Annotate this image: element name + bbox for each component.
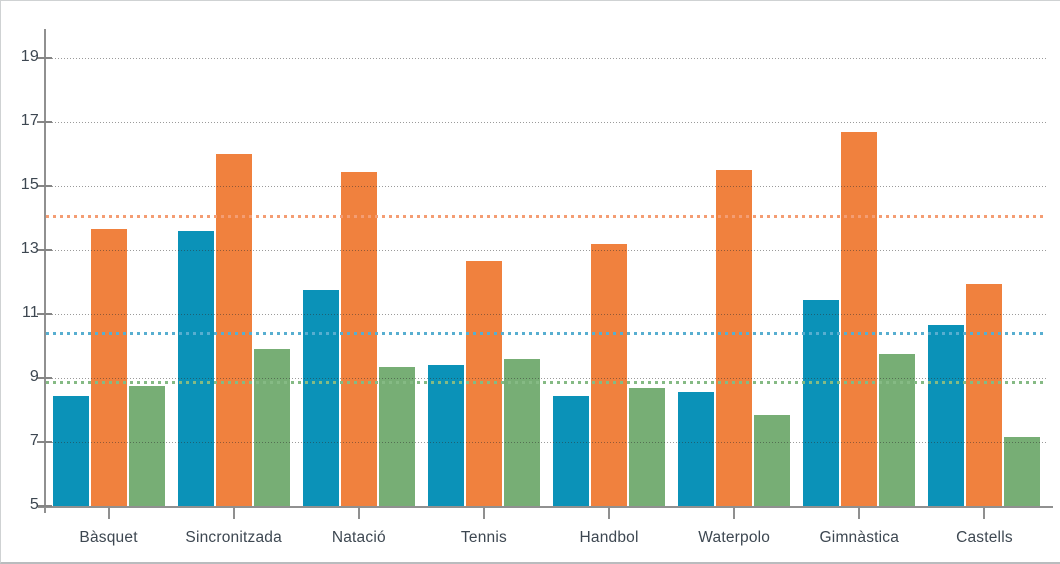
y-tick-13 <box>37 249 52 251</box>
bar-Waterpolo-green <box>754 414 791 506</box>
bar-Bàsquet-orange <box>90 229 127 506</box>
x-label-Tennis: Tennis <box>460 529 507 546</box>
y-tick-label-7: 7 <box>29 432 39 449</box>
x-tick-Castells <box>983 506 986 519</box>
y-tick-label-17: 17 <box>20 112 39 129</box>
bar-group-Sincronitzada <box>171 29 296 506</box>
gridline-7 <box>46 441 1047 443</box>
x-tick-Handbol <box>608 506 611 519</box>
y-tick-11 <box>37 313 52 315</box>
bar-Natació-blue <box>302 290 339 506</box>
bar-Bàsquet-blue <box>52 395 89 506</box>
x-tick-Bàsquet <box>107 506 110 519</box>
bar-group-Waterpolo <box>672 29 797 506</box>
y-tick-label-19: 19 <box>20 48 39 65</box>
y-tick-label-9: 9 <box>29 368 39 385</box>
bar-Natació-orange <box>340 171 377 506</box>
reference-line-blue <box>46 331 1047 335</box>
bar-Gimnàstica-green <box>879 354 916 506</box>
gridline-15 <box>46 185 1047 187</box>
bar-Bàsquet-green <box>128 386 165 506</box>
gridline-17 <box>46 121 1047 123</box>
bar-Handbol-orange <box>591 243 628 506</box>
bar-Gimnàstica-orange <box>841 131 878 506</box>
y-tick-15 <box>37 185 52 187</box>
x-label-Castells: Castells <box>956 529 1013 546</box>
bars-row <box>46 29 1047 506</box>
bar-Handbol-green <box>629 387 666 506</box>
y-tick-17 <box>37 121 52 123</box>
x-label-Natació: Natació <box>331 529 386 546</box>
gridline-11 <box>46 313 1047 315</box>
bar-Sincronitzada-orange <box>215 154 252 506</box>
x-label-Sincronitzada: Sincronitzada <box>185 529 282 546</box>
y-tick-19 <box>37 57 52 59</box>
bar-Sincronitzada-green <box>253 349 290 506</box>
bar-Waterpolo-blue <box>678 392 715 506</box>
y-tick-label-11: 11 <box>21 304 39 321</box>
bar-group-Tennis <box>421 29 546 506</box>
bar-group-Handbol <box>547 29 672 506</box>
bar-Castells-blue <box>928 325 965 506</box>
y-tick-9 <box>37 377 52 379</box>
gridline-9 <box>46 377 1047 379</box>
x-label-Handbol: Handbol <box>579 529 639 546</box>
x-labels-row: Bàsquet Sincronitzada Natació Tennis Handbol… <box>46 529 1047 549</box>
x-tick-Tennis <box>482 506 485 519</box>
gridline-13 <box>46 249 1047 251</box>
reference-line-green <box>46 381 1047 385</box>
x-label-Gimnàstica: Gimnàstica <box>819 529 900 546</box>
reference-line-orange <box>46 214 1047 218</box>
x-axis-line <box>38 506 1053 508</box>
bar-Natació-green <box>378 366 415 506</box>
x-tick-Gimnàstica <box>858 506 861 519</box>
bar-Sincronitzada-blue <box>177 230 214 506</box>
bar-group-Gimnàstica <box>797 29 922 506</box>
bar-Castells-green <box>1004 437 1041 506</box>
x-label-Bàsquet: Bàsquet <box>79 529 138 546</box>
y-tick-7 <box>37 441 52 443</box>
y-tick-5 <box>37 505 52 507</box>
x-tick-Waterpolo <box>733 506 736 519</box>
y-axis-line <box>44 29 46 513</box>
bar-Tennis-blue <box>427 365 464 506</box>
y-tick-label-5: 5 <box>29 496 39 513</box>
y-tick-label-15: 15 <box>20 176 39 193</box>
bar-Gimnàstica-blue <box>803 299 840 506</box>
x-label-Waterpolo: Waterpolo <box>698 529 771 546</box>
bar-Handbol-blue <box>553 395 590 506</box>
y-tick-label-13: 13 <box>20 240 39 257</box>
bar-Castells-orange <box>966 283 1003 506</box>
x-tick-Natació <box>357 506 360 519</box>
bar-group-Castells <box>922 29 1047 506</box>
bar-group-Bàsquet <box>46 29 171 506</box>
bar-Waterpolo-orange <box>716 170 753 506</box>
bar-group-Natació <box>296 29 421 506</box>
x-tick-Sincronitzada <box>232 506 235 519</box>
gridline-19 <box>46 57 1047 59</box>
